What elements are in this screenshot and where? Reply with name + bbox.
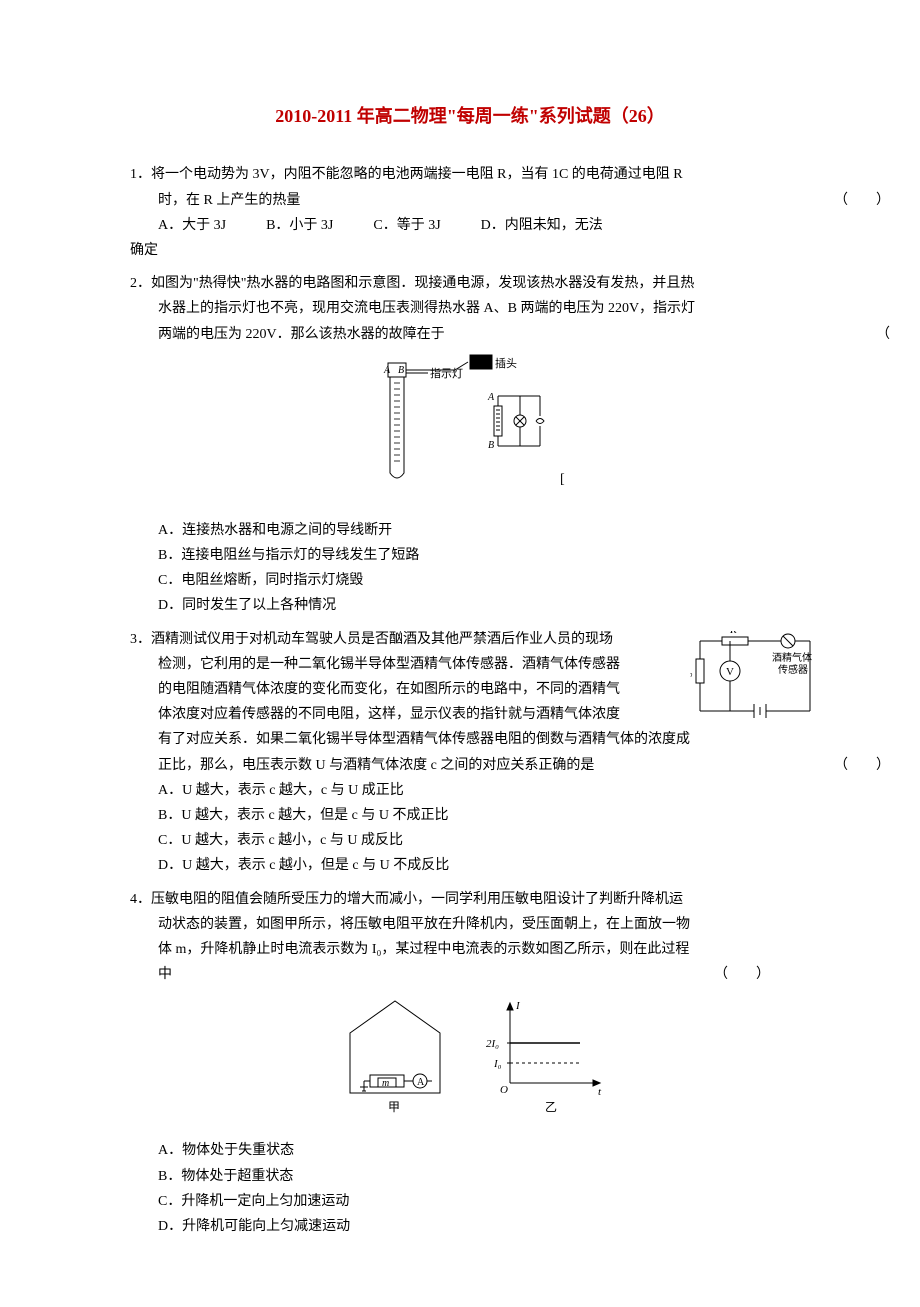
- q4-label-2i0: 2I₀: [486, 1038, 499, 1050]
- q4-label-yi: 乙: [545, 1100, 557, 1114]
- q4-options: A．物体处于失重状态 B．物体处于超重状态 C．升降机一定向上匀加速运动 D．升…: [130, 1138, 810, 1239]
- q3-opt-b: B．U 越大，表示 c 越大，但是 c 与 U 不成正比: [158, 803, 810, 828]
- q3-label-r0: R₀: [690, 666, 693, 678]
- question-2: 2．如图为"热得快"热水器的电路图和示意图．现接通电源，发现该热水器没有发热，并…: [130, 271, 810, 619]
- q4-opt-d: D．升降机可能向上匀减速运动: [158, 1214, 810, 1239]
- q3-label-sensor2: 传感器: [778, 663, 808, 676]
- q4-label-jia: 甲: [388, 1100, 400, 1114]
- q4-stem-line4: 中 （ ）: [130, 962, 810, 987]
- q1-opt-d: D．内阻未知，无法: [481, 213, 603, 238]
- q4-num: 4．: [130, 892, 151, 907]
- svg-text:A: A: [487, 392, 495, 403]
- q2-opt-c: C．电阻丝熔断，同时指示灯烧毁: [158, 568, 810, 593]
- question-4: 4．压敏电阻的阻值会随所受压力的增大而减小，一同学利用压敏电阻设计了判断升降机运…: [130, 887, 810, 1240]
- q3-stem-line6: 正比，那么，电压表示数 U 与酒精气体浓度 c 之间的对应关系正确的是 （ ）: [130, 753, 810, 778]
- q4-label-o: O: [500, 1084, 508, 1096]
- q3-label-sensor1: 酒精气体: [772, 651, 812, 664]
- q4-opt-c: C．升降机一定向上匀加速运动: [158, 1189, 810, 1214]
- q4-stem-line2: 动状态的装置，如图甲所示，将压敏电阻平放在升降机内，受压面朝上，在上面放一物: [130, 912, 810, 937]
- q1-stem-line1: 1．将一个电动势为 3V，内阻不能忽略的电池两端接一电阻 R，当有 1C 的电荷…: [130, 162, 810, 187]
- q2-svg: A B 指示灯 插头: [360, 353, 580, 503]
- q2-label-b: B: [398, 365, 404, 376]
- q2-opt-b: B．连接电阻丝与指示灯的导线发生了短路: [158, 543, 810, 568]
- q3-opt-a: A．U 越大，表示 c 越大，c 与 U 成正比: [158, 778, 810, 803]
- q3-opt-c: C．U 越大，表示 c 越小，c 与 U 成反比: [158, 828, 810, 853]
- q4-stem-line1: 4．压敏电阻的阻值会随所受压力的增大而减小，一同学利用压敏电阻设计了判断升降机运: [130, 887, 810, 912]
- q1-num: 1．: [130, 167, 151, 182]
- page-title: 2010-2011 年高二物理"每周一练"系列试题（26）: [130, 100, 810, 132]
- q2-paren: （: [876, 322, 890, 347]
- q2-options: A．连接热水器和电源之间的导线断开 B．连接电阻丝与指示灯的导线发生了短路 C．…: [130, 518, 810, 619]
- question-3: R 酒精气体 传感器 R₀ V: [130, 627, 810, 879]
- q4-stem-line3: 体 m，升降机静止时电流表示数为 I₀，某过程中电流表的示数如图乙所示，则在此过…: [130, 937, 810, 962]
- q4-opt-b: B．物体处于超重状态: [158, 1164, 810, 1189]
- svg-text:B: B: [488, 440, 494, 451]
- q3-label-r: R: [729, 631, 737, 636]
- q1-opt-a: A．大于 3J: [158, 213, 226, 238]
- q4-figure: m A 甲 I t: [130, 993, 810, 1132]
- q1-opt-c: C．等于 3J: [373, 213, 440, 238]
- question-1: 1．将一个电动势为 3V，内阻不能忽略的电池两端接一电阻 R，当有 1C 的电荷…: [130, 162, 810, 263]
- q2-opt-a: A．连接热水器和电源之间的导线断开: [158, 518, 810, 543]
- q2-label-plug: 插头: [495, 356, 517, 370]
- q2-stem-line1: 2．如图为"热得快"热水器的电路图和示意图．现接通电源，发现该热水器没有发热，并…: [130, 271, 810, 296]
- q4-opt-a: A．物体处于失重状态: [158, 1138, 810, 1163]
- q1-options: A．大于 3J B．小于 3J C．等于 3J D．内阻未知，无法: [130, 213, 810, 238]
- q4-label-i: I: [515, 1000, 521, 1012]
- q3-figure: R 酒精气体 传感器 R₀ V: [690, 631, 820, 740]
- q3-label-v: V: [726, 666, 734, 678]
- q1-opt-b: B．小于 3J: [266, 213, 333, 238]
- q4-label-i0: I₀: [493, 1058, 502, 1070]
- q2-label-a: A: [383, 365, 391, 376]
- q2-num: 2．: [130, 276, 151, 291]
- q4-label-ammeter: A: [417, 1077, 425, 1088]
- q3-svg: R 酒精气体 传感器 R₀ V: [690, 631, 820, 731]
- q2-figure: A B 指示灯 插头: [130, 353, 810, 512]
- q2-stem-line3: 两端的电压为 220V．那么该热水器的故障在于 （: [130, 322, 810, 347]
- q3-options: A．U 越大，表示 c 越大，c 与 U 成正比 B．U 越大，表示 c 越大，…: [130, 778, 810, 879]
- q4-svg: m A 甲 I t: [320, 993, 620, 1123]
- q3-num: 3．: [130, 632, 151, 647]
- q4-label-m: m: [382, 1078, 389, 1089]
- bracket-icon: [: [560, 472, 565, 487]
- q3-opt-d: D．U 越大，表示 c 越小，但是 c 与 U 不成反比: [158, 853, 810, 878]
- q4-paren: （ ）: [714, 962, 770, 987]
- q3-paren: （ ）: [834, 753, 890, 778]
- q2-opt-d: D．同时发生了以上各种情况: [158, 593, 810, 618]
- q2-stem-line2: 水器上的指示灯也不亮，现用交流电压表测得热水器 A、B 两端的电压为 220V，…: [130, 296, 810, 321]
- q1-paren: （ ）: [834, 188, 890, 213]
- q1-stem-line2: 时，在 R 上产生的热量 （ ）: [130, 188, 810, 213]
- q1-tail: 确定: [130, 238, 810, 263]
- q4-label-t: t: [598, 1086, 602, 1098]
